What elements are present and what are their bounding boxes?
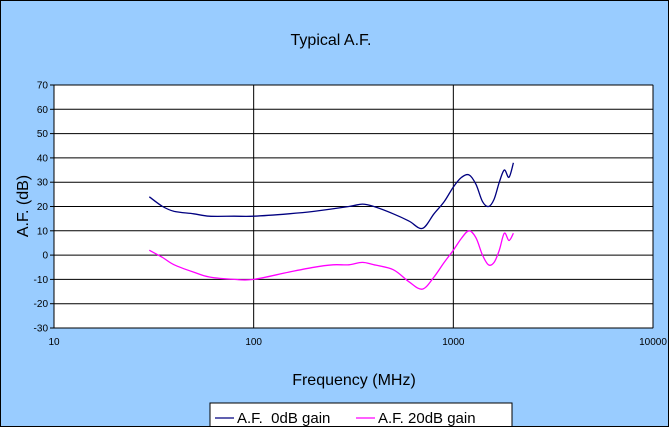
series-layer [148, 162, 515, 290]
series-line-0db-gain [148, 162, 515, 230]
x-axis-ticks: 10 100 1000 10000 [48, 337, 667, 348]
y-tick-label: 50 [37, 129, 49, 140]
y-tick-label: 30 [37, 178, 49, 189]
x-tick-label: 100 [245, 337, 262, 348]
y-axis-ticks: 70 60 50 40 30 20 10 0 -10 -20 -30 [34, 81, 54, 335]
y-tick-label: 70 [37, 81, 49, 92]
x-tick-label: 10000 [639, 337, 667, 348]
y-axis-title: A.F. (dB) [15, 175, 32, 237]
legend: A.F. 0dB gain A.F. 20dB gain [209, 402, 513, 426]
chart-title: Typical A.F. [291, 32, 372, 49]
y-tick-label: 0 [42, 251, 48, 262]
y-tick-label: -20 [34, 299, 49, 310]
legend-label-0db: A.F. 0dB gain [237, 410, 330, 426]
y-tick-label: 20 [37, 202, 49, 213]
gridlines [53, 84, 654, 329]
x-tick-label: 1000 [442, 337, 465, 348]
y-tick-label: -10 [34, 275, 49, 286]
x-tick-label: 10 [48, 337, 60, 348]
legend-box [209, 402, 513, 426]
legend-label-20db: A.F. 20dB gain [378, 410, 476, 426]
y-tick-label: 40 [37, 153, 49, 164]
x-axis-title: Frequency (MHz) [292, 372, 416, 389]
y-tick-label: -30 [34, 324, 49, 335]
y-tick-label: 10 [37, 226, 49, 237]
series-line-20db-gain [148, 230, 514, 290]
y-tick-label: 60 [37, 105, 49, 116]
